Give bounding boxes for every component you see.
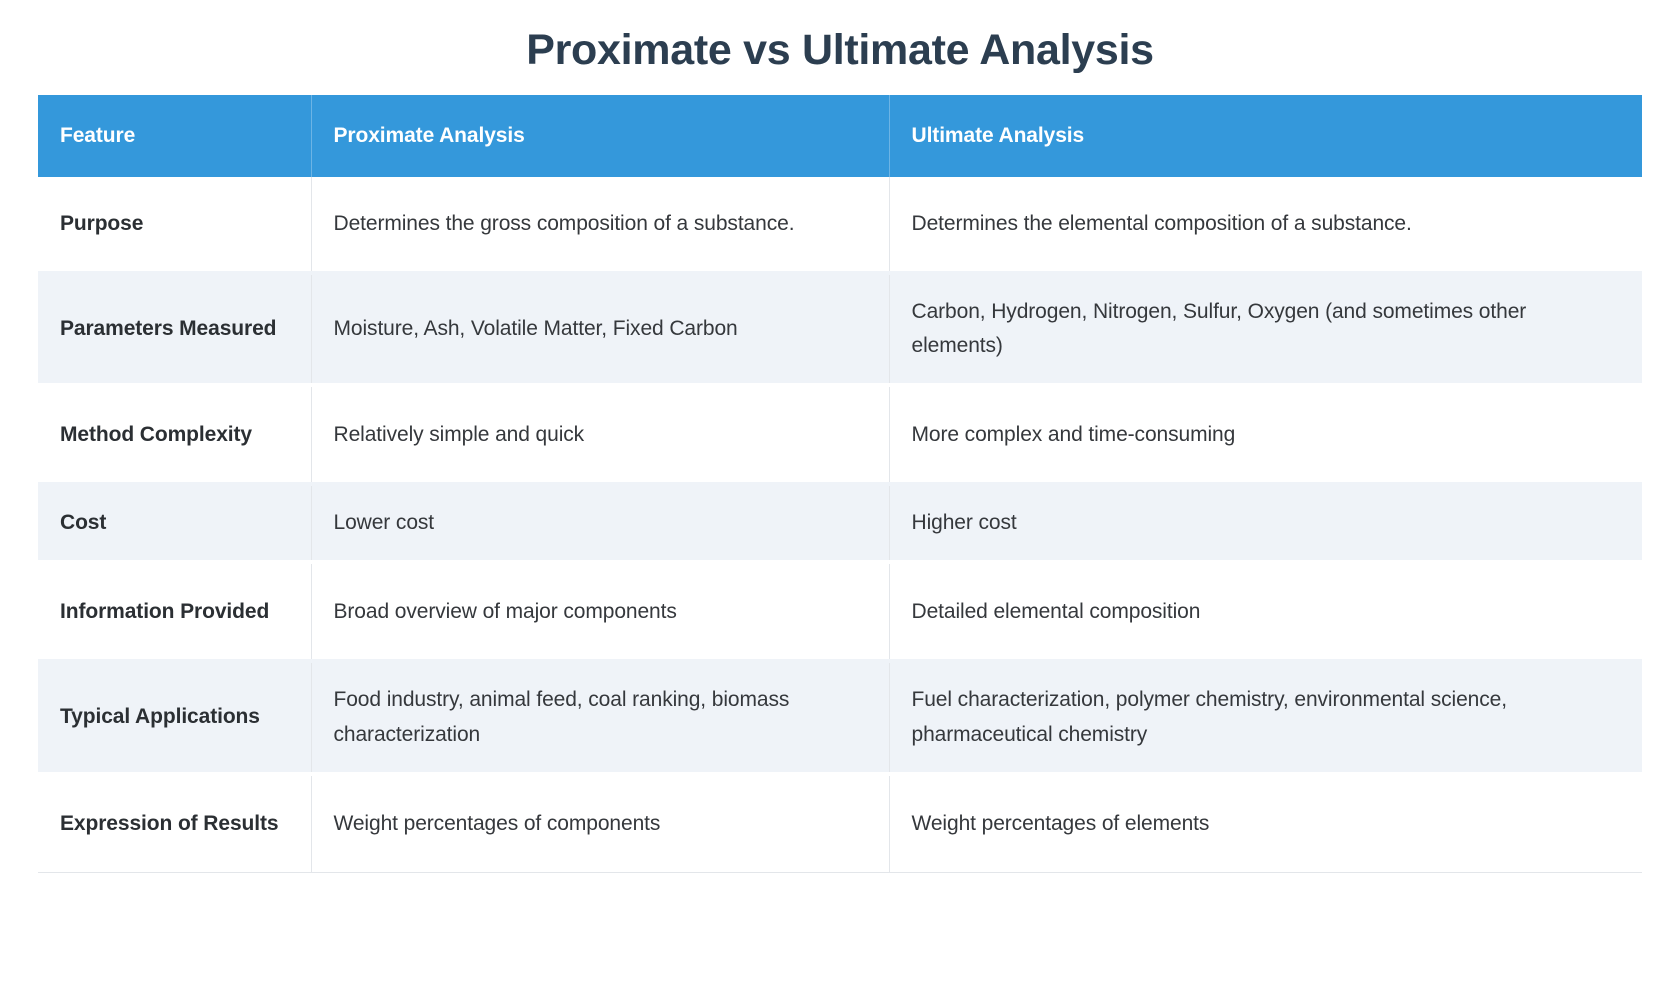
column-header-proximate-analysis: Proximate Analysis — [311, 95, 890, 178]
table-row: Typical Applications Food industry, anim… — [38, 661, 1642, 776]
cell-ultimate: Higher cost — [889, 484, 1642, 565]
table-header-row: Feature Proximate Analysis Ultimate Anal… — [38, 95, 1642, 178]
cell-feature: Purpose — [38, 177, 312, 276]
cell-feature: Parameters Measured — [38, 273, 312, 388]
table-row: Purpose Determines the gross composition… — [38, 177, 1642, 276]
column-header-feature: Feature — [38, 95, 312, 178]
table-row: Information Provided Broad overview of m… — [38, 562, 1642, 664]
cell-ultimate: Weight percentages of elements — [889, 773, 1642, 874]
cell-feature: Cost — [38, 484, 312, 565]
table-header: Feature Proximate Analysis Ultimate Anal… — [38, 95, 1642, 178]
cell-ultimate: Fuel characterization, polymer chemistry… — [889, 661, 1642, 776]
column-header-ultimate-analysis: Ultimate Analysis — [889, 95, 1642, 178]
cell-ultimate: Determines the elemental composition of … — [889, 177, 1642, 276]
cell-proximate: Broad overview of major components — [311, 562, 890, 664]
cell-proximate: Moisture, Ash, Volatile Matter, Fixed Ca… — [311, 273, 890, 388]
table-row: Parameters Measured Moisture, Ash, Volat… — [38, 273, 1642, 388]
cell-ultimate: Detailed elemental composition — [889, 562, 1642, 664]
table-row: Method Complexity Relatively simple and … — [38, 385, 1642, 487]
cell-proximate: Food industry, animal feed, coal ranking… — [311, 661, 890, 776]
cell-proximate: Weight percentages of components — [311, 773, 890, 874]
cell-feature: Expression of Results — [38, 773, 312, 874]
cell-feature: Typical Applications — [38, 661, 312, 776]
cell-proximate: Lower cost — [311, 484, 890, 565]
cell-feature: Method Complexity — [38, 385, 312, 487]
cell-ultimate: More complex and time-consuming — [889, 385, 1642, 487]
cell-ultimate: Carbon, Hydrogen, Nitrogen, Sulfur, Oxyg… — [889, 273, 1642, 388]
comparison-table: Feature Proximate Analysis Ultimate Anal… — [38, 95, 1642, 874]
cell-proximate: Relatively simple and quick — [311, 385, 890, 487]
table-container: Feature Proximate Analysis Ultimate Anal… — [38, 95, 1642, 874]
table-row: Expression of Results Weight percentages… — [38, 773, 1642, 874]
table-body: Purpose Determines the gross composition… — [38, 177, 1642, 874]
cell-proximate: Determines the gross composition of a su… — [311, 177, 890, 276]
cell-feature: Information Provided — [38, 562, 312, 664]
table-row: Cost Lower cost Higher cost — [38, 484, 1642, 565]
page-title: Proximate vs Ultimate Analysis — [526, 26, 1154, 74]
